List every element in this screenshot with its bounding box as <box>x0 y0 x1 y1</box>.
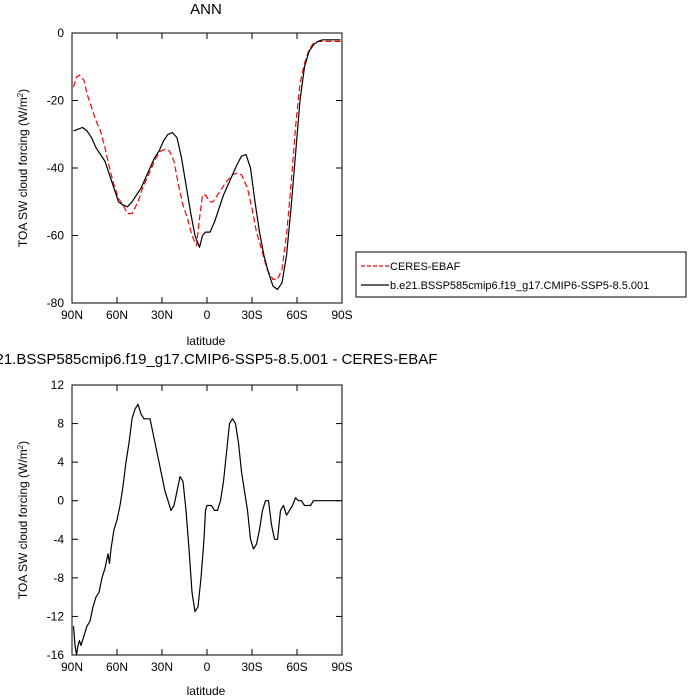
upper-x-tick-label: 30N <box>151 308 173 322</box>
lower-chart-title: b.e21.BSSP585cmip6.f19_g17.CMIP6-SSP5-8.… <box>0 351 437 368</box>
upper-y-axis-label: TOA SW cloud forcing (W/m2) <box>16 89 31 247</box>
lower-x-tick-label: 30S <box>241 660 262 674</box>
upper-x-tick-label: 60S <box>286 308 307 322</box>
upper-y-tick-label: -20 <box>47 94 65 108</box>
upper-chart-title: ANN <box>190 1 222 18</box>
lower-x-axis-label: latitude <box>187 684 226 698</box>
upper-series-line-b-e21-bssp585cmip6-f19-g17-cmip6-ssp5-8-5-001 <box>73 39 341 291</box>
upper-y-tick-label: -80 <box>47 296 65 310</box>
upper-x-tick-label: 60N <box>106 308 128 322</box>
lower-y-tick-label: -16 <box>47 648 65 662</box>
upper-series-lines <box>72 39 341 291</box>
legend-box <box>355 251 687 298</box>
lower-y-tick-label: 8 <box>57 417 64 431</box>
lower-series-line-difference <box>72 403 341 656</box>
lower-y-tick-label: -8 <box>53 571 64 585</box>
chart-legend: CERES-EBAF b.e21.BSSP585cmip6.f19_g17.CM… <box>355 251 687 298</box>
lower-y-tick-label: -4 <box>53 532 64 546</box>
upper-x-tick-label: 0 <box>204 308 211 322</box>
upper-y-axis-label-sup: 2 <box>16 92 25 97</box>
upper-axis-ticks: 90N 60N 30N 0 30S 60S 90S 0 -20 -40 -60 -80 <box>47 26 353 322</box>
lower-x-tick-label: 60N <box>106 660 128 674</box>
upper-x-tick-label: 90N <box>61 308 83 322</box>
legend-label-model: b.e21.BSSP585cmip6.f19_g17.CMIP6-SSP5-8.… <box>390 280 649 292</box>
lower-y-tick-label: 0 <box>57 494 64 508</box>
lower-x-tick-label: 90N <box>61 660 83 674</box>
upper-plot-frame <box>71 32 343 304</box>
lower-x-tick-label: 30N <box>151 660 173 674</box>
upper-plot: ANN latitude TOA SW cloud forcing (W/m2)… <box>16 1 353 348</box>
lower-y-tick-label: 12 <box>51 378 65 392</box>
lower-y-axis-label-main: TOA SW cloud forcing (W/m <box>16 449 30 599</box>
lower-axis-ticks: 90N 60N 30N 0 30S 60S 90S 12 8 4 0 -4 -8 -12 -16 <box>47 378 353 674</box>
lower-plot: b.e21.BSSP585cmip6.f19_g17.CMIP6-SSP5-8.… <box>0 351 437 698</box>
upper-y-axis-label-main: TOA SW cloud forcing (W/m <box>16 97 30 247</box>
lower-series-lines <box>72 403 341 656</box>
upper-y-tick-label: 0 <box>57 26 64 40</box>
lower-x-tick-label: 90S <box>331 660 352 674</box>
lower-y-axis-label-end: ) <box>16 441 30 445</box>
lower-y-axis-label: TOA SW cloud forcing (W/m2) <box>16 441 31 599</box>
upper-y-axis-label-end: ) <box>16 89 30 93</box>
upper-y-tick-label: -40 <box>47 161 65 175</box>
upper-y-tick-label: -60 <box>47 229 65 243</box>
lower-plot-frame <box>71 384 343 656</box>
lower-x-tick-label: 60S <box>286 660 307 674</box>
legend-label-ceres-ebaf: CERES-EBAF <box>390 261 461 273</box>
lower-x-tick-label: 0 <box>204 660 211 674</box>
upper-series-line-ceres-ebaf <box>72 40 341 280</box>
lower-y-tick-label: -12 <box>47 609 65 623</box>
upper-x-axis-label: latitude <box>187 334 226 348</box>
lower-y-axis-label-sup: 2 <box>16 444 25 449</box>
upper-x-tick-label: 30S <box>241 308 262 322</box>
lower-y-tick-label: 4 <box>57 455 64 469</box>
upper-x-tick-label: 90S <box>331 308 352 322</box>
